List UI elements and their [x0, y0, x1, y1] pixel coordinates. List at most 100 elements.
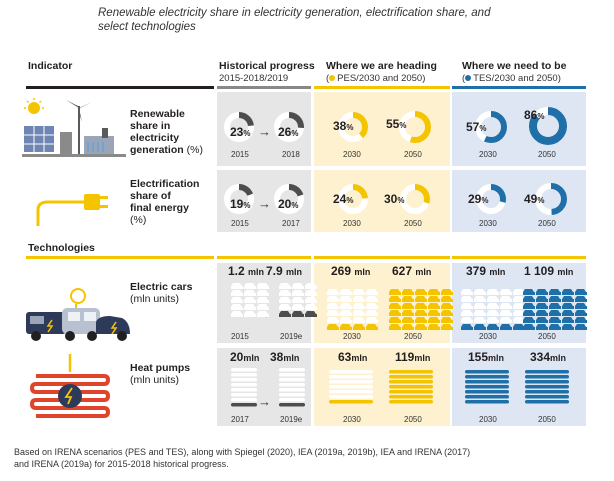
rule-need	[452, 86, 586, 89]
cars-pes-2030-car	[353, 303, 365, 309]
cars-hist-2015-car	[244, 297, 256, 303]
cars-tes-2030-car	[487, 310, 499, 316]
cars-pes-2030-car	[366, 289, 378, 295]
cars-pes-2050-car	[402, 324, 414, 330]
cars-tes-2030-car	[461, 296, 473, 302]
cars-tes-2030-car	[500, 296, 512, 302]
year-heatpumps-hist-1: 2017	[231, 415, 249, 424]
donut-electrification-pes-2050	[400, 184, 430, 214]
cars-pes-2050-car	[402, 289, 414, 295]
donut-value-arc	[224, 184, 254, 214]
row-label-renewable-2: share in	[130, 120, 171, 132]
cars-pes-2050-car	[428, 324, 440, 330]
cars-hist-2015-car	[231, 297, 243, 303]
heatpumps-tes-2050-bar	[525, 390, 569, 394]
cars-hist-2015-car	[244, 304, 256, 310]
cars-pes-2030-car	[353, 296, 365, 302]
value-cars-2015-unit: mln	[248, 267, 265, 277]
pes-legend-dot	[329, 75, 336, 82]
cars-tes-2050-car	[549, 296, 561, 302]
value-electrification-pes-2030-unit: %	[346, 196, 354, 205]
year-renewable-pes-2: 2050	[404, 150, 422, 159]
cars-tes-2030-car	[513, 296, 525, 302]
heatpumps-tes-2050-bar	[525, 375, 569, 379]
header-heading-sub-wrap: (PES/2030 and 2050)	[326, 73, 426, 84]
cars-tes-2030-car	[474, 310, 486, 316]
cars-tes-2050-car	[523, 289, 535, 295]
cars-hist-2019e-car	[279, 290, 291, 296]
donut-value-arc	[529, 107, 567, 145]
heatpumps-hist-2017-bar	[231, 393, 257, 397]
row-label-electrification-unit: (%)	[130, 214, 147, 226]
value-heatpumps-pes-2030: 63mln	[338, 350, 367, 364]
header-need: Where we need to be	[462, 60, 567, 72]
year-electrification-tes-1: 2030	[479, 219, 497, 228]
heatpumps-tes-2030-bar	[465, 370, 509, 374]
year-renewable-hist-2: 2018	[282, 150, 300, 159]
cars-hist-2015-car	[257, 304, 269, 310]
value-electrification-2015: 19%	[230, 197, 250, 211]
heatpumps-pes-2030-bar	[329, 395, 373, 399]
heatpumps-pes-2050-bar	[389, 390, 433, 394]
cars-tes-2030-car	[513, 289, 525, 295]
value-renewable-tes-2030: 57%	[466, 120, 486, 134]
year-heatpumps-tes-2: 2050	[538, 415, 556, 424]
cars-pes-2030-car	[353, 317, 365, 323]
cars-pes-2050-car	[389, 324, 401, 330]
header-heading: Where we are heading	[326, 60, 437, 72]
year-cars-pes-1: 2030	[343, 332, 361, 341]
row-label-cars-unit: (mln units)	[130, 293, 180, 305]
cars-pes-2050-car	[402, 296, 414, 302]
technologies-label: Technologies	[28, 242, 95, 254]
value-heatpumps-pes-2030-unit: mln	[351, 353, 368, 363]
donut-value-arc	[224, 112, 254, 142]
cars-tes-2050-car	[536, 324, 548, 330]
year-electrification-hist-1: 2015	[231, 219, 249, 228]
year-renewable-tes-1: 2030	[479, 150, 497, 159]
heatpumps-pes-2030-bar	[329, 400, 373, 404]
cars-hist-2019e-car	[279, 304, 291, 310]
heatpumps-hist-2017-bar	[231, 373, 257, 377]
heatpumps-tes-2050-bar	[525, 395, 569, 399]
value-cars-pes-2030: 269 mln	[331, 264, 370, 278]
donut-value-arc	[338, 184, 368, 214]
cars-tes-2030-car	[461, 317, 473, 323]
cars-hist-2019e-car	[292, 304, 304, 310]
cars-tes-2050-car	[562, 303, 574, 309]
cars-pes-2050-car	[441, 317, 453, 323]
cars-tes-2050-car	[536, 303, 548, 309]
cars-tes-2050-car	[575, 324, 587, 330]
cars-hist-2019e-car	[292, 290, 304, 296]
row-label-cars-1: Electric cars	[130, 281, 193, 293]
donut-value-arc	[274, 184, 304, 214]
value-cars-2015: 1.2 mln	[228, 264, 264, 278]
value-cars-pes-2050-num: 627	[392, 264, 413, 278]
value-renewable-tes-2050: 86%	[524, 108, 544, 122]
value-cars-pes-2030-num: 269	[331, 264, 352, 278]
cars-pes-2050-car	[415, 289, 427, 295]
arrow-right-icon: →	[258, 196, 271, 211]
donut-renewable-tes-2050	[529, 107, 567, 145]
cars-tes-2030-car	[513, 303, 525, 309]
arrow-right-icon: →	[258, 124, 271, 139]
donut-value-arc	[475, 111, 507, 143]
year-heatpumps-hist-2: 2019e	[280, 415, 303, 424]
cars-pes-2050-car	[389, 317, 401, 323]
value-electrification-pes-2050-num: 30	[384, 192, 398, 206]
cars-pes-2050-car	[415, 303, 427, 309]
donut-value-arc	[476, 184, 506, 214]
cars-tes-2030-car	[487, 289, 499, 295]
value-cars-tes-2030: 379 mln	[466, 264, 505, 278]
cars-pes-2030-car	[366, 324, 378, 330]
heatpumps-hist-2017-bar	[231, 383, 257, 387]
cars-pes-2050-car	[428, 317, 440, 323]
rule-historical	[217, 86, 311, 89]
cars-tes-2050-car	[562, 310, 574, 316]
value-electrification-pes-2050-unit: %	[397, 196, 405, 205]
value-renewable-2018-num: 26	[278, 125, 292, 139]
cars-pes-2030-car	[327, 289, 339, 295]
panel-renewable-historical	[217, 92, 311, 166]
cars-pes-2030-car	[340, 310, 352, 316]
cars-tes-2030-car	[500, 303, 512, 309]
cars-tes-2050-car	[575, 310, 587, 316]
